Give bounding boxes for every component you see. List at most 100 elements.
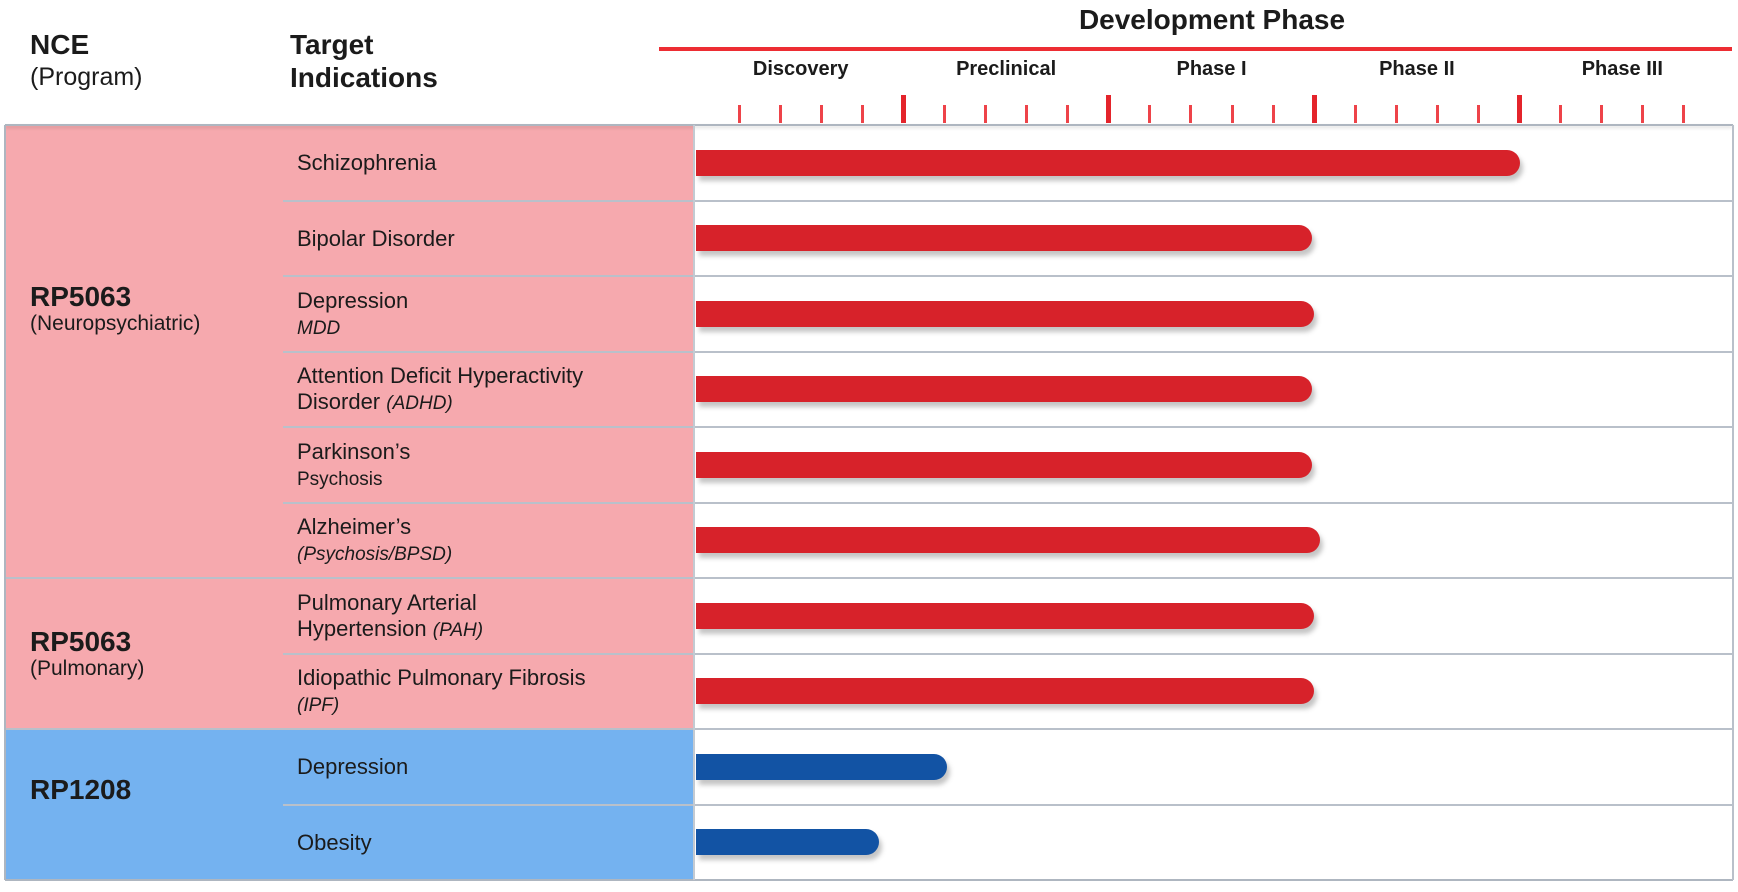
phase-label-phase-ii: Phase II (1379, 58, 1455, 80)
axis-tick-major (1106, 95, 1112, 123)
axis-tick-minor (1230, 105, 1234, 123)
indication-label-schizophrenia: Schizophrenia (297, 125, 436, 201)
indication-text-segment: (PAH) (432, 619, 484, 641)
nce-column-header: NCE (Program) (30, 28, 143, 94)
indication-label-depression: Depression MDD (297, 276, 408, 352)
pipeline-bar-rp5063-alzheimer-s (696, 527, 1321, 554)
indication-text-segment: MDD (297, 317, 341, 339)
table-border-bottom (5, 879, 1733, 881)
axis-tick-minor (1477, 105, 1481, 123)
indication-text-segment: Obesity (297, 829, 372, 855)
row-separator (283, 350, 1733, 353)
target-header-line2: Indications (290, 62, 438, 93)
pipeline-bar-rp1208-depression (696, 753, 947, 780)
indication-text-segment: (Psychosis/BPSD) (297, 544, 453, 566)
indication-text-segment: Schizophrenia (297, 150, 437, 176)
indication-text-line: Parkinson’s (297, 438, 410, 465)
phase-label-discovery: Discovery (752, 58, 849, 80)
program-note: (Neuropsychiatric) (30, 312, 201, 335)
table-border-top (5, 124, 1733, 126)
program-note: (Pulmonary) (30, 657, 145, 680)
indication-text-line: Depression (297, 753, 408, 780)
axis-tick-minor (1641, 105, 1645, 123)
axis-tick-minor (778, 105, 782, 123)
pipeline-bar-rp5063-depression (696, 300, 1315, 327)
indication-text-line: Alzheimer’s (297, 513, 452, 540)
pipeline-bar-rp5063-attention-deficit-hyperactivity (696, 376, 1313, 403)
indication-label-pulmonary-arterial: Pulmonary Arterial Hypertension (PAH) (297, 578, 483, 654)
phase-label-phase-iii: Phase III (1581, 58, 1663, 80)
indication-label-attention-deficit-hyperactivity: Attention Deficit Hyperactivity Disorder … (297, 352, 583, 428)
indication-text-segment: Depression (297, 287, 409, 313)
indication-text-segment: Parkinson’s (297, 438, 411, 464)
row-separator (283, 426, 1733, 428)
indication-text-segment: (ADHD) (386, 393, 453, 415)
axis-tick-minor (1148, 105, 1152, 123)
axis-tick-minor (1353, 105, 1357, 123)
axis-title: Development Phase (1078, 4, 1346, 35)
program-label-rp5063-pulmonary: RP5063 (Pulmonary) (30, 627, 144, 681)
program-name: RP5063 (30, 626, 132, 657)
pipeline-bar-rp5063-bipolar-disorder (696, 225, 1313, 252)
nce-header-subtitle: (Program) (30, 63, 143, 91)
indication-text-line: Hypertension (PAH) (297, 616, 483, 643)
indication-label-depression: Depression (297, 729, 408, 805)
indication-text-line: Psychosis (297, 465, 410, 492)
axis-tick-minor (819, 105, 823, 123)
label-chart-divider (693, 125, 695, 880)
indication-label-alzheimer-s: Alzheimer’s (Psychosis/BPSD) (297, 503, 452, 579)
axis-tick-minor (942, 105, 946, 123)
axis-tick-minor (1025, 105, 1029, 123)
axis-tick-minor (984, 105, 988, 123)
indication-text-segment: Pulmonary Arterial (297, 589, 477, 615)
target-header-line1: Target (290, 29, 374, 60)
indication-text-segment: Alzheimer’s (297, 514, 412, 540)
program-label-rp5063-neuropsychiatric: RP5063 (Neuropsychiatric) (30, 282, 200, 336)
axis-tick-major (1517, 95, 1523, 123)
axis-tick-major (1311, 95, 1317, 123)
indication-text-segment: Bipolar Disorder (297, 225, 455, 251)
row-separator (283, 501, 1733, 504)
axis-tick-minor (1559, 105, 1563, 123)
indication-label-parkinson-s: Parkinson’s Psychosis (297, 427, 410, 503)
axis-tick-minor (1066, 105, 1070, 123)
indication-text-segment: Depression (297, 754, 409, 780)
indication-text-line: (Psychosis/BPSD) (297, 540, 452, 567)
program-label-rp1208-2: RP1208 (30, 775, 131, 805)
row-separator (283, 199, 1733, 202)
pipeline-bar-rp5063-idiopathic-pulmonary-fibrosis (696, 678, 1315, 705)
axis-tick-minor (1682, 105, 1686, 123)
pipeline-bar-rp5063-pulmonary-arterial (696, 602, 1315, 629)
indication-text-line: Disorder (ADHD) (297, 389, 583, 416)
indication-text-line: Schizophrenia (297, 149, 436, 176)
indication-label-obesity: Obesity (297, 805, 372, 881)
axis-tick-minor (1271, 105, 1275, 123)
table-border-right (1732, 125, 1734, 880)
row-separator (283, 803, 1733, 806)
row-separator (283, 652, 1733, 655)
indication-text-line: Bipolar Disorder (297, 225, 455, 252)
indication-text-line: Depression (297, 287, 408, 314)
axis-tick-minor (1189, 105, 1193, 123)
target-indications-column-header: Target Indications (290, 28, 438, 94)
axis-tick-minor (1435, 105, 1439, 123)
phase-label-phase-i: Phase I (1176, 58, 1247, 80)
indication-text-segment: Idiopathic Pulmonary Fibrosis (297, 665, 586, 691)
indication-text-line: (IPF) (297, 691, 586, 718)
indication-text-segment: Disorder (297, 389, 387, 415)
axis-tick-minor (737, 105, 741, 123)
section-separator (5, 728, 1733, 730)
indication-text-line: MDD (297, 314, 408, 341)
indication-text-segment: (IPF) (297, 695, 340, 717)
pipeline-bar-rp5063-schizophrenia (696, 149, 1520, 176)
indication-text-line: Idiopathic Pulmonary Fibrosis (297, 664, 586, 691)
indication-text-line: Pulmonary Arterial (297, 589, 483, 616)
nce-header-title: NCE (30, 29, 90, 60)
indication-text-line: Attention Deficit Hyperactivity (297, 362, 583, 389)
row-separator (283, 275, 1733, 277)
pipeline-bar-rp5063-parkinson-s (696, 451, 1313, 478)
section-separator (5, 577, 1733, 579)
axis-line (659, 47, 1732, 51)
indication-label-bipolar-disorder: Bipolar Disorder (297, 201, 455, 277)
